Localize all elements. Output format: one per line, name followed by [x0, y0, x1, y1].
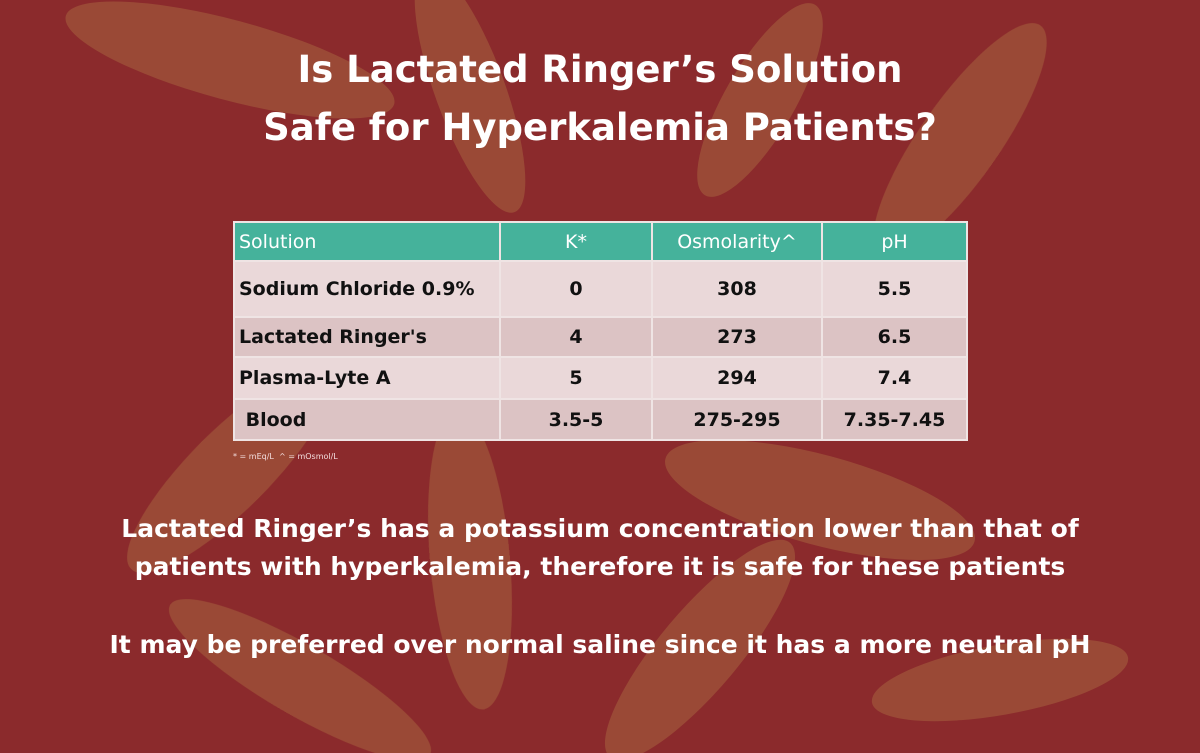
table-row: Sodium Chloride 0.9% 0 308 5.5 — [233, 260, 968, 318]
table-cell: 0 — [499, 260, 653, 318]
table-row: Lactated Ringer's 4 273 6.5 — [233, 316, 968, 358]
table-cell: 294 — [651, 356, 823, 400]
body-line: Lactated Ringer’s has a potassium concen… — [121, 514, 1079, 543]
body-line: It may be preferred over normal saline s… — [109, 630, 1091, 659]
title-line: Safe for Hyperkalemia Patients? — [263, 106, 937, 149]
table-cell: Sodium Chloride 0.9% — [233, 260, 501, 318]
table-row: Blood 3.5-5 275-295 7.35-7.45 — [233, 398, 968, 441]
header-row: Solution K* Osmolarity^ pH — [233, 221, 968, 262]
table-cell: 5.5 — [821, 260, 968, 318]
header-cell: K* — [499, 221, 653, 262]
table-cell: Blood — [233, 398, 501, 441]
table-cell: 7.4 — [821, 356, 968, 400]
title-line: Is Lactated Ringer’s Solution — [297, 48, 903, 91]
table-cell: 3.5-5 — [499, 398, 653, 441]
table-row: Plasma-Lyte A 5 294 7.4 — [233, 356, 968, 400]
table-cell: Plasma-Lyte A — [233, 356, 501, 400]
table-cell: 273 — [651, 316, 823, 358]
data-table: Solution K* Osmolarity^ pH Sodium Chloride 0… — [233, 221, 968, 441]
table-cell: 7.35-7.45 — [821, 398, 968, 441]
body-line: patients with hyperkalemia, therefore it… — [134, 552, 1066, 581]
table-cell: 4 — [499, 316, 653, 358]
table-cell: Lactated Ringer's — [233, 316, 501, 358]
table-cell: 5 — [499, 356, 653, 400]
table-cell: 6.5 — [821, 316, 968, 358]
footnote: * = mEq/L ^ = mOsmol/L — [233, 452, 338, 461]
header-cell: pH — [821, 221, 968, 262]
table-cell: 275-295 — [651, 398, 823, 441]
table-cell: 308 — [651, 260, 823, 318]
header-cell: Solution — [233, 221, 501, 262]
header-cell: Osmolarity^ — [651, 221, 823, 262]
